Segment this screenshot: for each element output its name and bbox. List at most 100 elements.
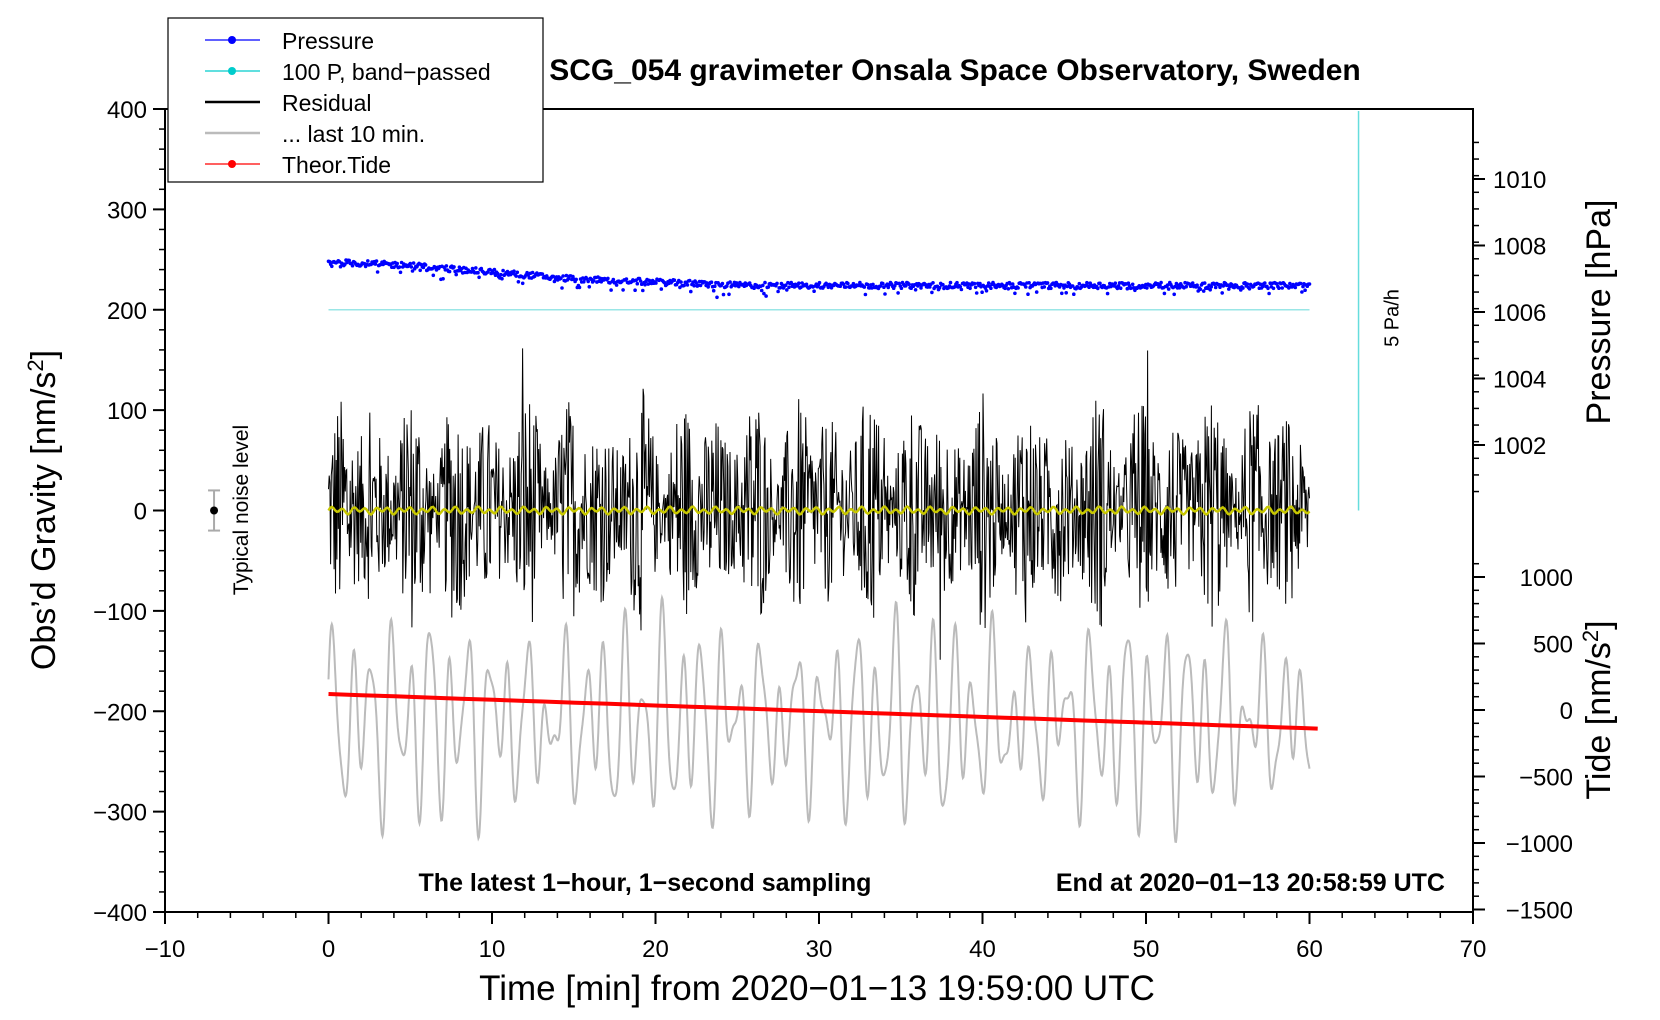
pressure-point xyxy=(609,288,613,292)
pressure-point xyxy=(641,288,645,293)
pressure-point xyxy=(1010,282,1015,286)
pressure-point xyxy=(338,264,343,269)
pressure-tick-label: 1010 xyxy=(1493,167,1546,194)
series-theor-tide xyxy=(328,692,1318,731)
x-tick-label: −10 xyxy=(145,936,186,963)
x-tick-label: 20 xyxy=(642,936,669,963)
pressure-point xyxy=(1096,286,1100,291)
pressure-point xyxy=(955,280,959,285)
pressure-point xyxy=(447,269,452,274)
pressure-point xyxy=(1049,286,1053,291)
pressure-point xyxy=(516,280,521,284)
pressure-point xyxy=(611,277,616,282)
pressure-point xyxy=(838,284,843,289)
pressure-point xyxy=(1003,286,1007,291)
pressure-point xyxy=(1241,286,1245,290)
pressure-point xyxy=(778,286,783,290)
legend-marker xyxy=(228,67,236,75)
pressure-point xyxy=(881,281,885,286)
pressure-point xyxy=(1016,286,1020,290)
pressure-point xyxy=(501,268,505,273)
y-tick-label: −300 xyxy=(93,800,147,827)
x-tick-label: 0 xyxy=(322,936,335,963)
pressure-point xyxy=(366,259,370,263)
pressure-point xyxy=(1062,286,1066,290)
pressure-point xyxy=(694,281,698,285)
pressure-point xyxy=(973,285,978,290)
series-last-10-min xyxy=(327,593,1311,843)
pressure-point xyxy=(783,283,788,288)
pressure-point xyxy=(374,259,379,263)
pressure-point xyxy=(682,283,686,288)
pressure-point xyxy=(728,280,732,284)
x-tick-label: 40 xyxy=(969,936,996,963)
pressure-point xyxy=(863,292,868,297)
pressure-point xyxy=(512,269,516,274)
pressure-tick-label: 1006 xyxy=(1493,300,1546,327)
pressure-point xyxy=(858,280,862,285)
pressure-point xyxy=(423,263,428,267)
legend-label: 100 P, band−passed xyxy=(282,59,491,85)
x-tick-label: 60 xyxy=(1296,936,1323,963)
pressure-point xyxy=(530,270,535,275)
pressure-point xyxy=(713,284,717,289)
pressure-point xyxy=(421,265,426,270)
pressure-point xyxy=(1266,286,1270,291)
y-tick-label: −400 xyxy=(93,900,147,927)
legend-label: Theor.Tide xyxy=(282,152,391,178)
pressure-point xyxy=(896,291,900,295)
pressure-point xyxy=(1208,288,1212,292)
pressure-point xyxy=(904,284,908,288)
pressure-point xyxy=(418,268,423,273)
pressure-point xyxy=(564,273,569,278)
pressure-point xyxy=(1303,288,1307,293)
pressure-point xyxy=(444,264,449,268)
y-axis-label-gravity: Obs’d Gravity [nm/s2] xyxy=(23,350,63,670)
pressure-point xyxy=(727,292,731,297)
pressure-point xyxy=(1299,281,1303,286)
pressure-point xyxy=(574,277,578,282)
pressure-point xyxy=(1045,281,1050,285)
pressure-point xyxy=(654,281,658,285)
pressure-point xyxy=(591,279,596,283)
pressure-point xyxy=(476,270,480,275)
pressure-point xyxy=(685,283,690,287)
pressure-point xyxy=(1064,291,1068,295)
pressure-point xyxy=(893,284,897,288)
legend: Pressure 100 P, band−passed Residual ... la… xyxy=(167,17,544,183)
y-tick-label: 400 xyxy=(107,97,147,124)
series-residual xyxy=(328,348,1310,660)
pressure-point xyxy=(1034,290,1039,294)
pressure-point xyxy=(1024,285,1028,289)
pressure-point xyxy=(928,285,932,289)
pressure-point xyxy=(1301,284,1305,289)
pressure-point xyxy=(1065,284,1070,289)
x-axis-label: Time [min] from 2020−01−13 19:59:00 UTC xyxy=(479,969,1155,1008)
pressure-point xyxy=(500,276,504,281)
pressure-point xyxy=(899,286,904,291)
pressure-point xyxy=(797,281,801,286)
pressure-point xyxy=(1145,286,1149,290)
pressure-point xyxy=(470,266,475,271)
pressure-point xyxy=(763,280,767,285)
pressure-point xyxy=(1232,285,1236,290)
pressure-point xyxy=(1125,286,1130,291)
pressure-point xyxy=(621,288,625,292)
pressure-point xyxy=(586,279,590,284)
pressure-point xyxy=(752,286,756,291)
pressure-point xyxy=(1042,285,1047,289)
legend-label: Pressure xyxy=(282,28,374,54)
legend-box xyxy=(167,17,544,183)
pressure-tick-label: 1004 xyxy=(1493,367,1546,394)
pressure-point xyxy=(491,271,496,275)
pressure-point xyxy=(958,285,963,289)
noise-level-label: Typical noise level xyxy=(230,425,253,595)
y-tick-label: 300 xyxy=(107,197,147,224)
pressure-point xyxy=(1202,281,1207,285)
pressure-point xyxy=(1213,285,1218,290)
pressure-point xyxy=(720,281,725,286)
pressure-point xyxy=(698,283,703,288)
x-tick-label: 10 xyxy=(479,936,506,963)
pressure-point xyxy=(561,274,565,278)
